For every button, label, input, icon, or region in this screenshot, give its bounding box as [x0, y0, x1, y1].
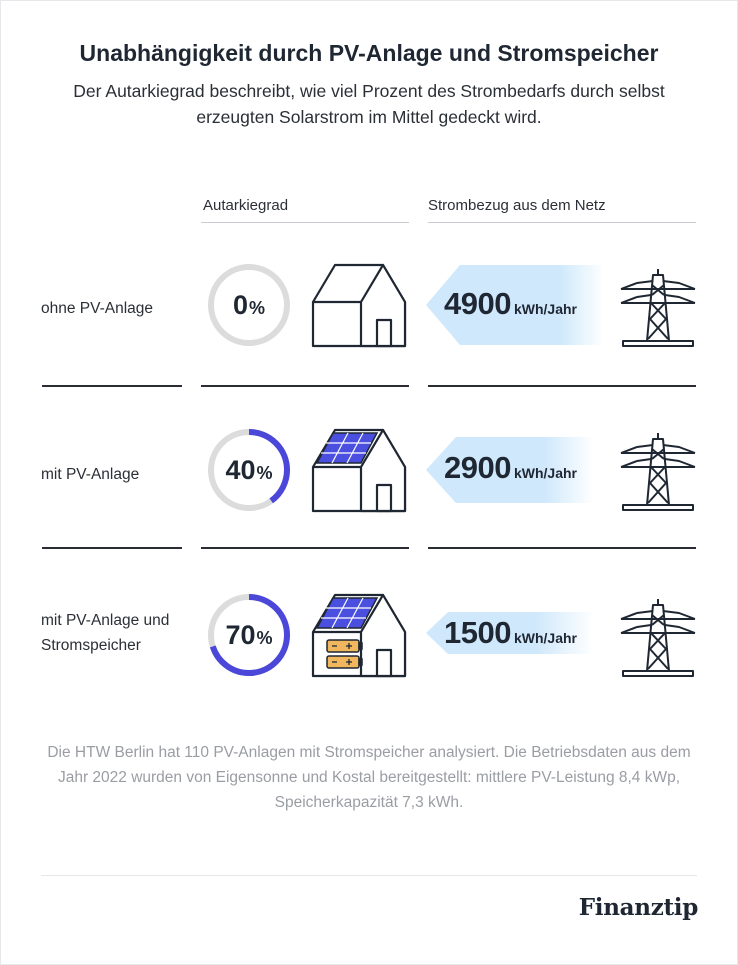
- house-with-solar-icon: [311, 428, 407, 513]
- autarky-gauge: [208, 264, 290, 346]
- row-divider: [201, 385, 409, 387]
- page-subtitle: Der Autarkiegrad beschreibt, wie viel Pr…: [73, 81, 665, 127]
- solar-panel-icon: [315, 432, 379, 464]
- column-header-grid: Strombezug aus dem Netz: [428, 197, 606, 214]
- row-divider: [42, 547, 182, 549]
- power-pylon-icon: [620, 269, 696, 347]
- autarky-value: 70%: [205, 591, 293, 679]
- power-pylon-icon: [620, 433, 696, 511]
- row-label: ohne PV-Anlage: [41, 300, 154, 317]
- row-label: mit PV-Anlage und Stromspeicher: [41, 612, 170, 654]
- source-footnote: Die HTW Berlin hat 110 PV-Anlagen mit St…: [47, 744, 691, 811]
- autarky-gauge: [208, 594, 290, 676]
- column-header-divider: [201, 222, 409, 223]
- row-divider: [428, 385, 696, 387]
- footer-divider: [41, 875, 697, 876]
- page-title: Unabhängigkeit durch PV-Anlage und Strom…: [79, 40, 659, 66]
- grid-consumption: 1500 kWh/Jahr: [444, 615, 577, 655]
- column-header-divider: [428, 222, 696, 223]
- autarky-percent: 70: [225, 619, 256, 650]
- grid-arrow: [426, 612, 594, 654]
- kwh-value: 1500: [444, 615, 511, 650]
- kwh-value: 4900: [444, 286, 511, 321]
- kwh-unit: kWh/Jahr: [513, 465, 577, 481]
- kwh-unit: kWh/Jahr: [513, 630, 577, 646]
- grid-arrow: [426, 437, 594, 503]
- kwh-value: 2900: [444, 450, 511, 485]
- percent-sign: %: [256, 462, 273, 483]
- power-pylon-icon: [620, 599, 696, 677]
- row-divider: [201, 547, 409, 549]
- kwh-unit: kWh/Jahr: [513, 301, 577, 317]
- autarky-gauge: [208, 429, 290, 511]
- gauge-track: [208, 264, 290, 346]
- autarky-percent: 40: [225, 454, 256, 485]
- house-with-solar-and-battery-icon: [311, 593, 407, 678]
- row-label: mit PV-Anlage: [41, 466, 140, 483]
- gauge-fill: [208, 594, 290, 676]
- column-header-autarky: Autarkiegrad: [203, 197, 289, 214]
- gauge-fill: [208, 429, 290, 511]
- percent-sign: %: [256, 627, 273, 648]
- autarky-value: 0%: [205, 261, 293, 349]
- solar-panel-icon: [315, 597, 379, 629]
- grid-consumption: 2900 kWh/Jahr: [444, 450, 577, 490]
- percent-sign: %: [249, 297, 266, 318]
- battery-icon: [326, 639, 363, 669]
- row-divider: [428, 547, 696, 549]
- grid-consumption: 4900 kWh/Jahr: [444, 286, 577, 326]
- autarky-percent: 0: [232, 289, 248, 320]
- row-divider: [42, 385, 182, 387]
- grid-arrow: [426, 265, 604, 345]
- autarky-value: 40%: [205, 426, 293, 514]
- house-icon: [311, 263, 407, 348]
- brand-logo: Finanztip: [578, 894, 699, 921]
